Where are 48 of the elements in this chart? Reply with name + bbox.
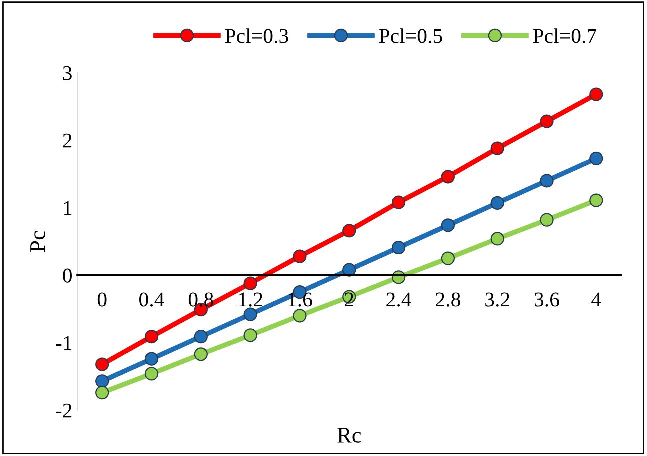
x-tick-label: 3.2: [486, 292, 510, 307]
point: [96, 358, 110, 372]
x-tick-label: 2.4: [386, 292, 412, 307]
point: [490, 196, 504, 210]
x-tick-label: 0.4: [140, 292, 164, 307]
point: [144, 352, 159, 366]
x-tick-label: 0: [98, 292, 107, 307]
point: [590, 88, 604, 102]
point: [194, 348, 208, 362]
legend-label: Pcl=0.5: [379, 28, 442, 44]
point: [194, 330, 208, 344]
y-tick-label: 0: [63, 268, 72, 283]
point: [144, 330, 159, 344]
point: [540, 114, 554, 128]
point: [490, 142, 504, 156]
point: [540, 213, 554, 227]
y-tick-label: 2: [63, 134, 72, 148]
point: [590, 194, 604, 208]
point: [244, 328, 258, 342]
legend-label: Pcl=0.7: [533, 28, 597, 44]
point: [392, 196, 406, 210]
point: [293, 250, 307, 264]
y-tick-label: 3: [63, 66, 72, 80]
point: [293, 309, 307, 323]
point: [342, 224, 356, 238]
x-tick-label: 4: [592, 292, 602, 307]
point: [590, 152, 604, 166]
x-tick-label: 2.8: [436, 292, 460, 307]
x-axis-title: Rc: [338, 428, 362, 443]
point: [540, 174, 554, 188]
legend-label: Pcl=0.3: [225, 28, 288, 44]
x-tick-label: 0.8: [188, 292, 214, 307]
y-tick-label: -2: [56, 404, 72, 418]
x-tick-label: 1.2: [239, 292, 262, 307]
point: [96, 386, 110, 400]
point: [392, 240, 406, 255]
point: [96, 374, 110, 388]
point: [441, 252, 455, 266]
point: [244, 276, 258, 290]
point: [441, 170, 455, 184]
point: [441, 218, 455, 232]
y-axis-title: Pc: [30, 231, 46, 252]
point: [144, 367, 159, 381]
point: [244, 308, 258, 322]
y-tick-label: 1: [64, 201, 72, 216]
point: [490, 232, 504, 246]
x-tick-label: 3.6: [534, 292, 560, 307]
y-tick-label: -1: [56, 336, 72, 350]
